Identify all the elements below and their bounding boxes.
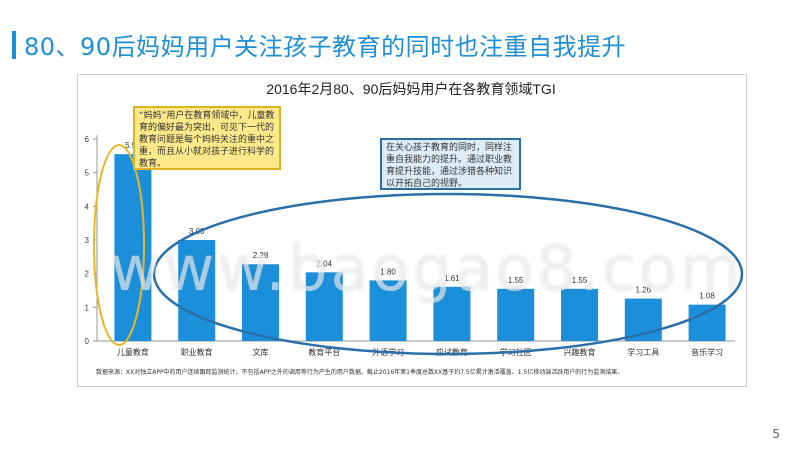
y-tick-label: 1 [85, 303, 90, 312]
bar [305, 272, 343, 341]
x-tick-label: 音乐学习 [691, 347, 723, 357]
data-label: 1.26 [636, 286, 652, 295]
chart-title: 2016年2月80、90后妈妈用户在各教育领域TGI [266, 81, 556, 97]
y-tick-label: 3 [85, 236, 90, 245]
bar [114, 154, 152, 341]
data-label: 1.55 [572, 276, 588, 285]
bar [242, 264, 279, 341]
slide-title: 80、90后妈妈用户关注孩子教育的同时也注重自我提升 [24, 33, 627, 61]
annotation-self-improvement: 在关心孩子教育的同时，同样注重自我能力的提升。通过职业教育提升技能，通过涉猎各种… [380, 138, 521, 190]
y-tick-label: 2 [85, 270, 90, 279]
bar [497, 288, 535, 341]
x-tick-label: 兴趣教育 [564, 347, 596, 357]
bar [688, 304, 726, 341]
y-tick-label: 4 [85, 202, 90, 211]
x-tick-label: 儿童教育 [117, 347, 149, 357]
y-tick-label: 5 [85, 169, 90, 178]
highlight-ellipse-yellow [93, 144, 145, 346]
annotation-children-education: “妈妈”用户在教育领域中，儿童教育的偏好最为突出，可见下一代的教育问题是每个妈妈… [133, 106, 281, 170]
x-tick-label: 应试教育 [436, 347, 468, 357]
y-tick-label: 6 [85, 135, 90, 144]
y-tick-label: 0 [85, 337, 90, 346]
data-source-note: 数据来源：XX对独立APP中的用户连续跟踪监测统计，不包括APP之外的调用等行为… [96, 369, 624, 376]
watermark: www.baogao8.com [110, 232, 744, 305]
bar [433, 286, 471, 341]
data-label: 1.08 [699, 292, 715, 301]
page-number: 5 [772, 427, 780, 441]
data-label: 2.28 [253, 251, 269, 260]
bar [561, 288, 598, 341]
x-tick-label: 学习工具 [627, 347, 659, 357]
highlight-ellipse-blue [152, 192, 744, 356]
x-tick-label: 文库 [253, 347, 269, 357]
data-label: 1.61 [444, 274, 460, 283]
bar [369, 280, 407, 341]
x-tick-label: 职业教育 [181, 347, 213, 357]
x-tick-label: 教育平台 [308, 347, 340, 357]
data-label: 2.04 [317, 259, 333, 268]
data-label: 1.55 [508, 276, 524, 285]
title-accent-bar [12, 31, 16, 59]
data-label: 1.80 [380, 267, 396, 276]
bar [178, 240, 216, 341]
